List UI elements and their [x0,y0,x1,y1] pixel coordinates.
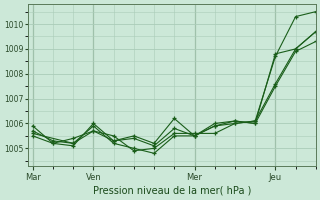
X-axis label: Pression niveau de la mer( hPa ): Pression niveau de la mer( hPa ) [92,186,251,196]
